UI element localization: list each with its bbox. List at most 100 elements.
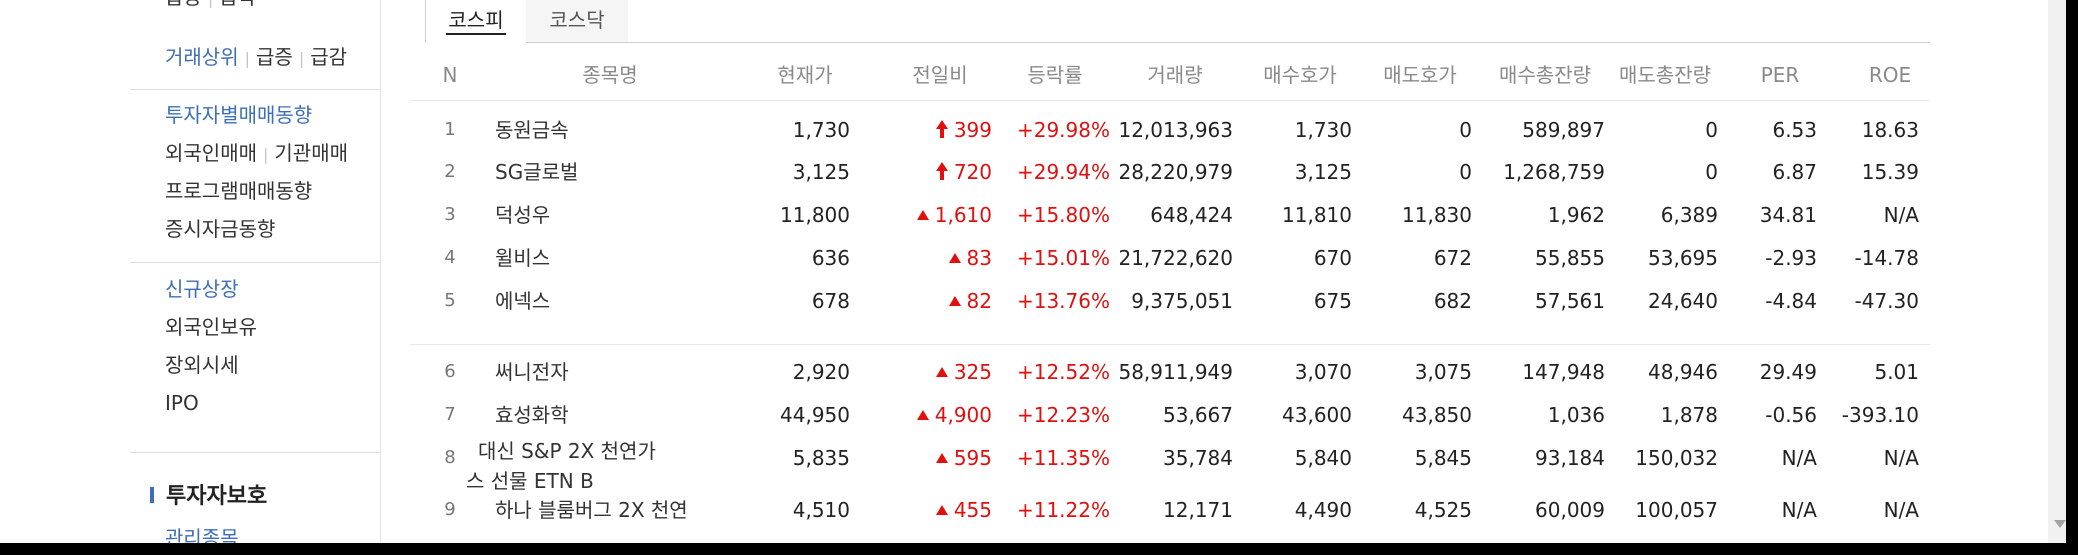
nav-link-plunge[interactable]: 급락 [219,0,256,9]
cell-ask-total: 0 [1705,118,1718,142]
cell-ask-total: 6,389 [1660,203,1718,227]
nav-link-volume-surge[interactable]: 급증 [256,45,293,69]
cell-ask: 0 [1459,118,1472,142]
cell-ask-total: 53,695 [1648,246,1718,270]
cell-price: 678 [811,289,850,313]
up-triangle-icon [916,209,929,220]
nav-link-foreign-trading[interactable]: 외국인매매 [165,141,257,165]
tab-kosdaq[interactable]: 코스닥 [526,0,628,42]
vertical-scrollbar[interactable] [2048,0,2066,543]
cell-price: 2,920 [792,360,850,384]
cell-roe: -14.78 [1854,246,1919,270]
cell-roe: N/A [1883,498,1919,522]
nav-link-managed-stocks[interactable]: 관리종목 [165,526,239,543]
cell-ask: 3,075 [1414,360,1472,384]
cell-change: 4,900 [880,395,992,435]
table-row: 3 덕성우 11,800 1,610 +15.80% 648,424 11,810 11,83… [410,195,1930,235]
nav-link-volume-drop[interactable]: 급감 [310,45,348,69]
cell-ask-total: 24,640 [1648,289,1718,313]
column-header-name: 종목명 [582,63,638,87]
table-row: 7 효성화학 44,950 4,900 +12.23% 53,667 43,600 43,85… [410,395,1930,435]
table-row: 1 동원금속 1,730 399 +29.98% 12,013,963 1,730 0 589,… [410,110,1930,150]
cell-rank: 9 [444,499,456,520]
cell-stock-name[interactable]: 하나 블룸버그 2X 천연 [495,498,688,522]
cell-stock-name[interactable]: 동원금속 [495,118,569,142]
cell-rate: +15.01% [1016,246,1110,270]
nav-link-investor-trading[interactable]: 투자자별매매동향 [165,103,313,127]
column-header-ask: 매도호가 [1383,63,1457,87]
cell-stock-name[interactable]: 대신 S&P 2X 천연가스 선물 ETN B [466,439,656,493]
cell-rate: +11.35% [1016,446,1110,470]
table-row: 6 써니전자 2,920 325 +12.52% 58,911,949 3,070 3,075… [410,352,1930,392]
cell-bid: 670 [1313,246,1352,270]
cell-stock-name[interactable]: 에넥스 [495,289,551,313]
change-value: 595 [953,446,992,470]
cell-ask: 43,850 [1402,403,1472,427]
table-row: 2 SG글로벌 3,125 720 +29.94% 28,220,979 3,125 0 1,2… [410,152,1930,192]
up-triangle-icon [935,366,948,377]
column-header-bid-total: 매수총잔량 [1499,63,1591,87]
cell-per: 6.87 [1772,160,1817,184]
nav-divider [130,262,380,263]
table-row: 8 대신 S&P 2X 천연가스 선물 ETN B 5,835 595 +11.35% 3… [410,438,1930,493]
table-row: 5 에넥스 678 82 +13.76% 9,375,051 675 682 57,561 24,… [410,281,1930,321]
cell-change: 325 [880,352,992,392]
cell-roe: 5.01 [1874,360,1919,384]
nav-divider [130,89,380,90]
cell-bid: 675 [1313,289,1352,313]
cell-volume: 648,424 [1150,203,1233,227]
cell-stock-name[interactable]: SG글로벌 [495,160,579,184]
cell-rate: +12.52% [1016,360,1110,384]
cell-price: 3,125 [792,160,850,184]
cell-change: 1,610 [880,195,992,235]
cell-stock-name[interactable]: 윌비스 [495,246,551,270]
cell-bid-total: 57,561 [1535,289,1605,313]
column-header-per: PER [1760,63,1800,87]
nav-link-institution-trading[interactable]: 기관매매 [274,141,348,165]
cell-stock-name[interactable]: 효성화학 [495,403,569,427]
cell-roe: -393.10 [1841,403,1919,427]
cell-volume: 12,171 [1163,498,1233,522]
nav-separator: | [244,49,250,68]
column-header-rate: 등락률 [1027,63,1083,87]
window-bottom-edge [0,543,2078,555]
change-value: 720 [953,160,992,184]
cell-rate: +29.98% [1016,118,1110,142]
nav-link-ipo[interactable]: IPO [165,391,199,415]
cell-rank: 8 [444,447,456,468]
cell-volume: 35,784 [1163,446,1233,470]
change-value: 1,610 [934,203,992,227]
cell-rate: +11.22% [1016,498,1110,522]
nav-link-surge[interactable]: 급등 [165,0,202,9]
cell-bid: 3,070 [1294,360,1352,384]
cell-change: 595 [880,438,992,478]
cell-ask-total: 1,878 [1660,403,1718,427]
nav-link-volume-top[interactable]: 거래상위 [165,45,239,69]
nav-divider [130,452,380,453]
nav-link-program-trading[interactable]: 프로그램매매동향 [165,179,313,203]
nav-separator: | [263,145,269,164]
upper-limit-arrow-icon [935,119,948,138]
cell-per: -2.93 [1765,246,1817,270]
cell-volume: 53,667 [1163,403,1233,427]
cell-stock-name[interactable]: 써니전자 [495,360,569,384]
scroll-down-arrow-icon[interactable] [2054,520,2066,528]
nav-link-otc-price[interactable]: 장외시세 [165,353,239,377]
nav-link-foreign-holding[interactable]: 외국인보유 [165,315,257,339]
cell-rate: +29.94% [1016,160,1110,184]
cell-rate: +13.76% [1016,289,1110,313]
tab-kospi[interactable]: 코스피 [425,0,527,43]
header-divider [410,100,1930,101]
cell-per: -4.84 [1765,289,1817,313]
cell-per: 34.81 [1759,203,1817,227]
nav-link-market-funds[interactable]: 증시자금동향 [165,217,276,241]
cell-rank: 7 [444,404,456,425]
cell-volume: 58,911,949 [1118,360,1233,384]
cell-price: 5,835 [792,446,850,470]
cell-ask-total: 0 [1705,160,1718,184]
nav-link-new-listing[interactable]: 신규상장 [165,277,239,301]
cell-stock-name[interactable]: 덕성우 [495,203,551,227]
cell-ask: 0 [1459,160,1472,184]
cell-rate: +15.80% [1016,203,1110,227]
cell-price: 1,730 [792,118,850,142]
